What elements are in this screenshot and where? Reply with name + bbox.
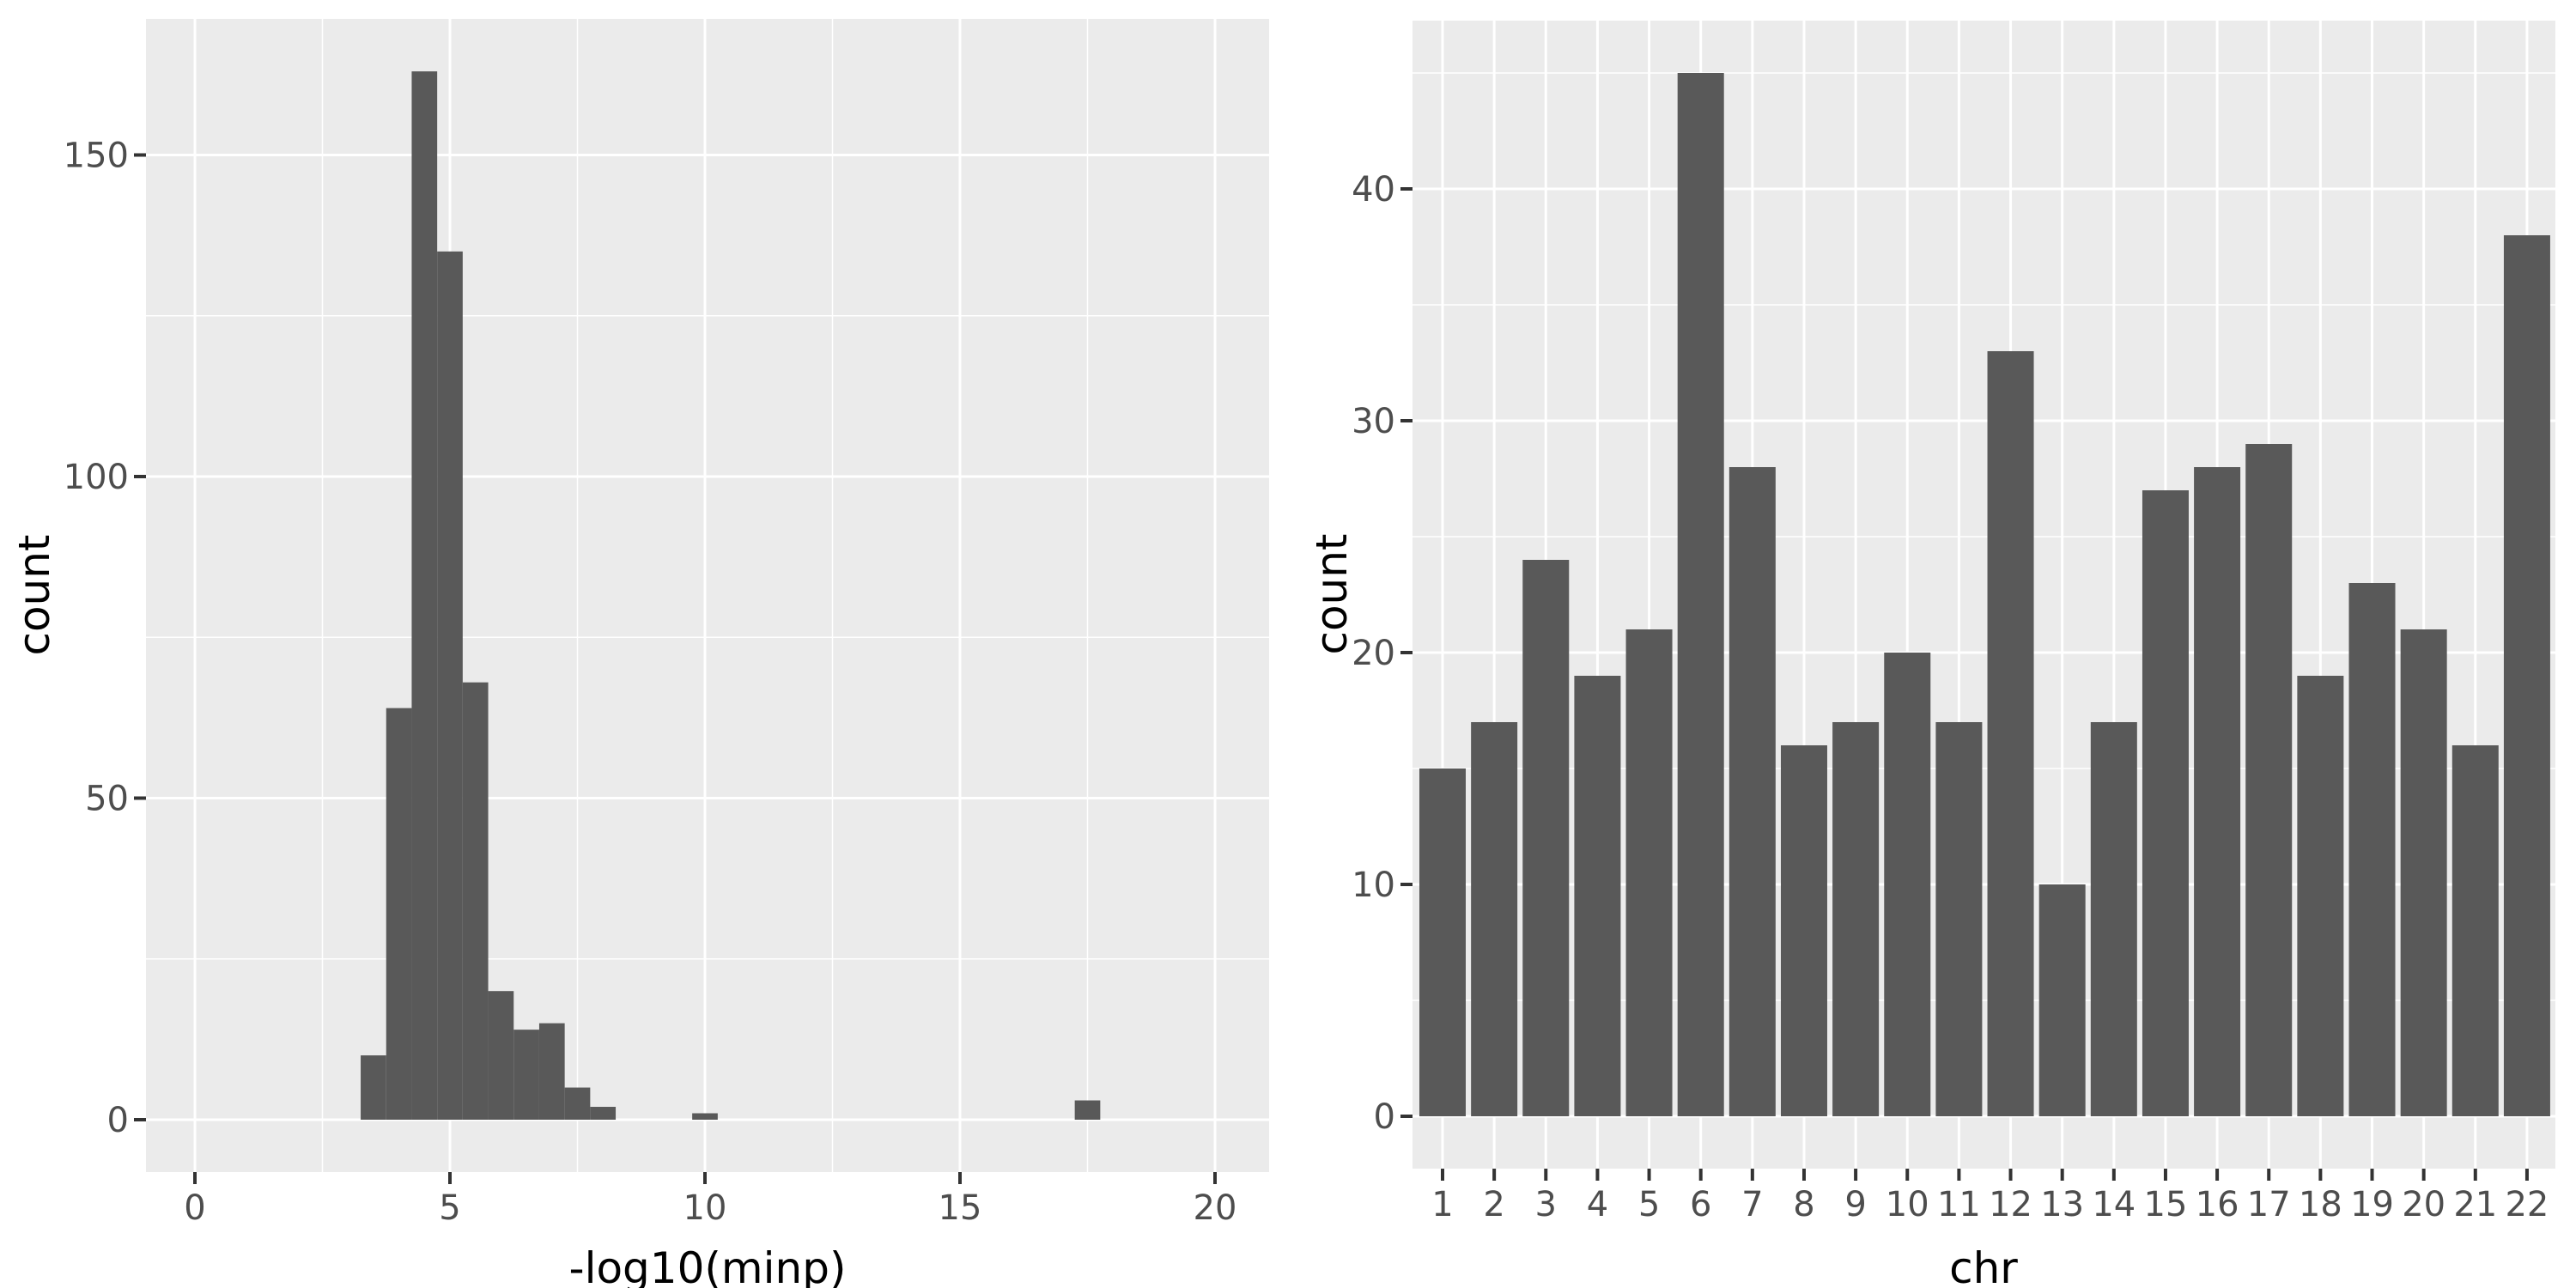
chr-bar [2348, 583, 2396, 1116]
histogram-bar [488, 991, 514, 1120]
histogram-bar [386, 708, 412, 1120]
chr-bar [1625, 629, 1673, 1116]
x-tick-label: 12 [1989, 1185, 2032, 1224]
x-tick-label: 1 [1431, 1185, 1453, 1224]
histogram-bar [437, 251, 463, 1121]
x-tick-label: 15 [939, 1188, 982, 1228]
x-tick-label: 0 [184, 1188, 205, 1228]
chr-bar [2194, 467, 2241, 1116]
left-histogram-panel: 0 50 100 150 0 5 10 15 20 [64, 19, 1269, 1228]
chr-bar [2297, 676, 2344, 1116]
y-tick-label: 30 [1352, 402, 1395, 441]
chr-bar [2400, 629, 2447, 1116]
y-tick-label: 40 [1352, 170, 1395, 210]
left-y-axis-title: count [9, 534, 59, 655]
x-tick-label: 8 [1793, 1185, 1814, 1224]
histogram-bar [590, 1107, 617, 1120]
x-tick-label: 20 [1194, 1188, 1237, 1228]
x-tick-label: 22 [2505, 1185, 2549, 1224]
chr-bar [1728, 467, 1776, 1116]
y-tick-label: 100 [64, 458, 129, 497]
x-tick-label: 9 [1844, 1185, 1866, 1224]
x-tick-label: 4 [1587, 1185, 1608, 1224]
y-tick-label: 10 [1352, 866, 1395, 905]
histogram-bar [411, 71, 438, 1120]
x-tick-label: 13 [2040, 1185, 2084, 1224]
x-tick-label: 2 [1483, 1185, 1504, 1224]
x-tick-label: 5 [1638, 1185, 1660, 1224]
x-tick-label: 16 [2196, 1185, 2239, 1224]
x-tick-label: 6 [1690, 1185, 1711, 1224]
chr-bar [2090, 722, 2137, 1116]
y-tick-label: 20 [1352, 634, 1395, 673]
chr-bar [2142, 490, 2189, 1116]
chr-bar [1987, 351, 2034, 1116]
chr-bar [1935, 722, 1983, 1116]
chr-bar [1574, 676, 1621, 1116]
histogram-bar [564, 1087, 591, 1120]
histogram-bar [538, 1023, 565, 1120]
chr-bar [1471, 722, 1518, 1116]
x-tick-label: 18 [2299, 1185, 2342, 1224]
x-tick-label: 14 [2092, 1185, 2136, 1224]
x-tick-label: 21 [2453, 1185, 2497, 1224]
x-tick-label: 10 [683, 1188, 727, 1228]
x-tick-label: 5 [439, 1188, 460, 1228]
chr-bar [2451, 745, 2499, 1116]
y-tick-label: 0 [1374, 1097, 1395, 1137]
chr-bar [2038, 884, 2086, 1116]
y-tick-label: 50 [85, 780, 129, 819]
left-x-axis-title: -log10(minp) [569, 1243, 847, 1288]
chr-bar [1677, 73, 1724, 1116]
x-tick-label: 20 [2402, 1185, 2445, 1224]
chr-bar [1832, 722, 1880, 1116]
chr-bar [2503, 235, 2550, 1116]
x-tick-label: 11 [1937, 1185, 1981, 1224]
x-tick-label: 3 [1535, 1185, 1557, 1224]
histogram-bar [513, 1030, 539, 1120]
histogram-bar [692, 1113, 718, 1120]
x-tick-label: 19 [2350, 1185, 2394, 1224]
histogram-bar [462, 682, 489, 1120]
right-y-axis-title: count [1307, 533, 1357, 654]
x-tick-label: 17 [2247, 1185, 2291, 1224]
x-tick-label: 7 [1741, 1185, 1763, 1224]
right-x-axis-title: chr [1949, 1243, 2018, 1288]
chr-bar [1419, 769, 1466, 1116]
chr-bar [1522, 560, 1570, 1116]
chr-bar [1780, 745, 1827, 1116]
x-tick-label: 15 [2144, 1185, 2188, 1224]
chr-bar [1884, 653, 1931, 1116]
histogram-bar [361, 1055, 386, 1120]
chr-bar [2245, 444, 2293, 1116]
y-tick-label: 150 [64, 137, 129, 176]
panel-background [146, 19, 1269, 1172]
histogram-bar [1074, 1100, 1101, 1120]
y-tick-label: 0 [107, 1101, 129, 1140]
x-tick-label: 10 [1886, 1185, 1929, 1224]
